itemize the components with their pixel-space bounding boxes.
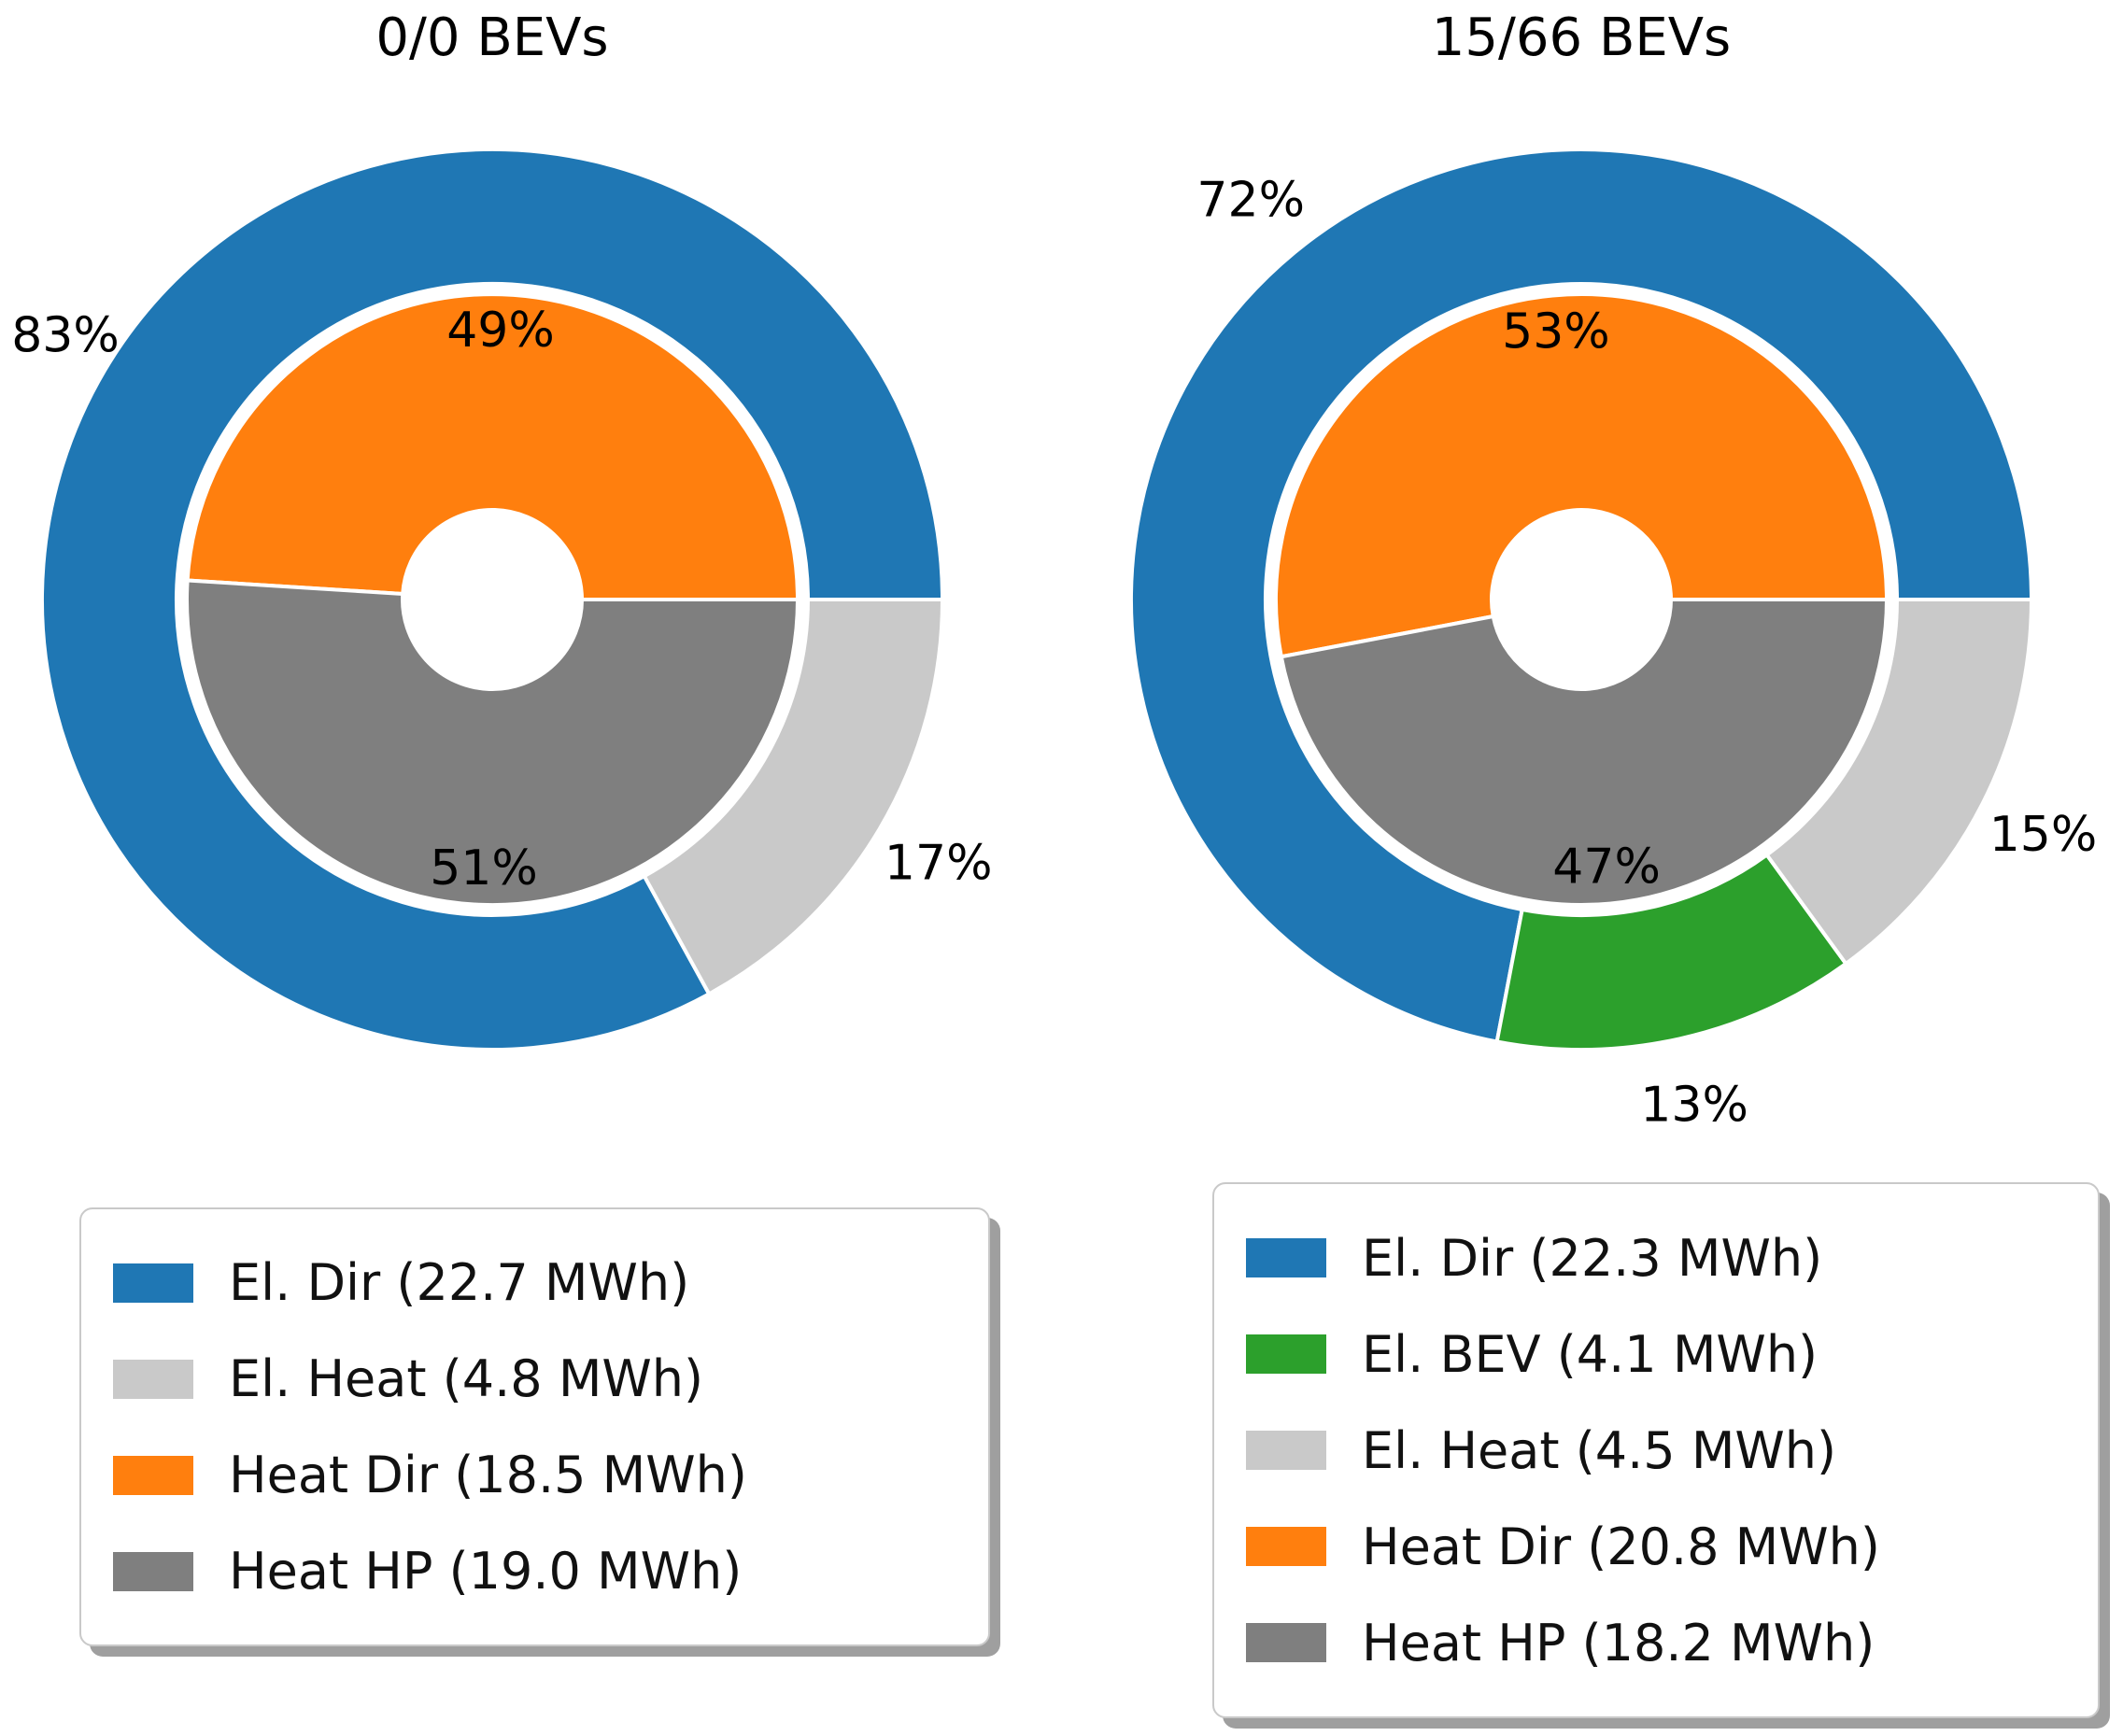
slice-el-dir-outer bbox=[40, 148, 944, 1051]
legend-label: El. Heat (4.8 MWh) bbox=[229, 1349, 704, 1408]
slice-el-heat-outer bbox=[642, 598, 944, 996]
legend-label: El. Heat (4.5 MWh) bbox=[1362, 1420, 1837, 1480]
slice-heat-hp-inner bbox=[1279, 598, 1889, 907]
legend-swatch bbox=[1246, 1431, 1326, 1470]
percent-label-heat-dir: 49% bbox=[446, 303, 555, 359]
chart-title-right: 15/66 BEVs bbox=[1431, 7, 1732, 68]
percent-label-heat-dir: 53% bbox=[1502, 303, 1610, 360]
legend-item-el-bev: El. BEV (4.1 MWh) bbox=[1246, 1306, 2066, 1403]
slice-el-heat-outer bbox=[1764, 598, 2033, 966]
slice-heat-dir-inner bbox=[1274, 292, 1889, 659]
chart-title-left: 0/0 BEVs bbox=[375, 7, 609, 68]
legend-swatch bbox=[113, 1263, 193, 1303]
legend-label: Heat Dir (20.8 MWh) bbox=[1362, 1517, 1880, 1576]
legend-swatch bbox=[1246, 1623, 1326, 1662]
legend-left: El. Dir (22.7 MWh) El. Heat (4.8 MWh) Heat… bbox=[79, 1207, 990, 1646]
legend-swatch bbox=[1246, 1238, 1326, 1277]
legend-label: El. Dir (22.3 MWh) bbox=[1362, 1228, 1823, 1288]
legend-item-heat-hp: Heat HP (18.2 MWh) bbox=[1246, 1595, 2066, 1691]
percent-label-heat-hp: 47% bbox=[1552, 840, 1661, 896]
legend-item-el-heat: El. Heat (4.5 MWh) bbox=[1246, 1403, 2066, 1499]
slice-el-dir-outer bbox=[1129, 148, 2033, 1044]
legend-item-el-dir: El. Dir (22.3 MWh) bbox=[1246, 1210, 2066, 1306]
legend-swatch bbox=[1246, 1527, 1326, 1566]
percent-label-heat-hp: 51% bbox=[430, 840, 538, 896]
legend-item-heat-dir: Heat Dir (20.8 MWh) bbox=[1246, 1499, 2066, 1595]
legend-label: Heat Dir (18.5 MWh) bbox=[229, 1446, 747, 1504]
donut-right: 72% 13% 15% 53% 47% bbox=[1129, 148, 2098, 1134]
percent-label-el-dir: 83% bbox=[11, 308, 120, 364]
percent-label-el-heat: 17% bbox=[885, 836, 993, 892]
legend-item-el-heat: El. Heat (4.8 MWh) bbox=[113, 1331, 956, 1427]
percent-label-el-bev: 13% bbox=[1640, 1078, 1748, 1134]
legend-item-heat-hp: Heat HP (19.0 MWh) bbox=[113, 1523, 956, 1619]
legend-item-heat-dir: Heat Dir (18.5 MWh) bbox=[113, 1427, 956, 1523]
legend-label: El. Dir (22.7 MWh) bbox=[229, 1253, 690, 1312]
legend-item-el-dir: El. Dir (22.7 MWh) bbox=[113, 1235, 956, 1331]
donut-left: 83% 17% 49% 51% bbox=[11, 148, 993, 1051]
legend-right: El. Dir (22.3 MWh) El. BEV (4.1 MWh) El. H… bbox=[1212, 1182, 2100, 1718]
legend-label: Heat HP (19.0 MWh) bbox=[229, 1542, 743, 1601]
legend-swatch bbox=[113, 1455, 193, 1495]
percent-label-el-dir: 72% bbox=[1196, 172, 1305, 228]
percent-label-el-heat: 15% bbox=[1989, 807, 2098, 863]
slice-heat-dir-inner bbox=[185, 292, 800, 601]
legend-swatch bbox=[113, 1359, 193, 1399]
slice-heat-hp-inner bbox=[185, 578, 800, 908]
legend-label: El. BEV (4.1 MWh) bbox=[1362, 1324, 1819, 1384]
legend-swatch bbox=[113, 1551, 193, 1591]
legend-swatch bbox=[1246, 1334, 1326, 1374]
legend-label: Heat HP (18.2 MWh) bbox=[1362, 1613, 1875, 1672]
